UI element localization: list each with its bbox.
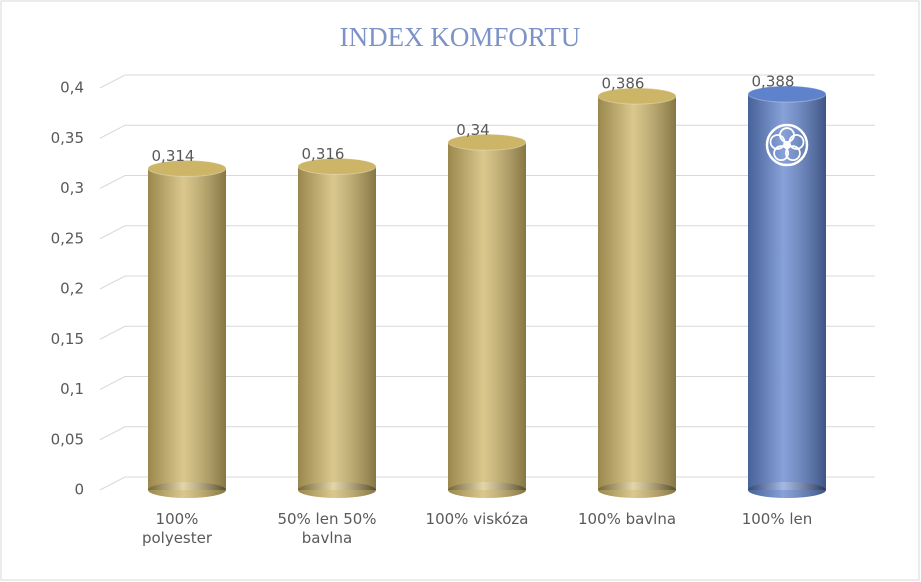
data-label: 0,386 [602, 75, 645, 93]
data-label: 0,34 [456, 121, 489, 139]
bar [147, 159, 227, 498]
bar-part [598, 96, 676, 490]
bar-part [298, 166, 376, 491]
chart-title: INDEX KOMFORTU [340, 22, 581, 52]
bar-part [147, 159, 227, 177]
y-tick-label: 0,35 [51, 129, 84, 147]
bar [297, 157, 377, 498]
bar-part [748, 94, 826, 490]
y-tick-label: 0,3 [60, 179, 84, 197]
x-tick-label: 100% len [741, 510, 813, 528]
bar [597, 87, 677, 498]
emblem-petal [788, 134, 805, 150]
emblem-petal [784, 145, 801, 162]
x-tick-label: 100% viskóza [425, 510, 529, 528]
y-tick-label: 0,1 [60, 380, 84, 398]
x-tick-label: 100% bavlna [577, 510, 677, 528]
y-tick-label: 0 [74, 481, 84, 499]
bar [747, 85, 827, 498]
y-tick-label: 0,05 [51, 430, 84, 448]
x-tick-label: 100% polyester [141, 510, 213, 547]
bar-part [448, 142, 526, 491]
bar-part [447, 133, 527, 151]
data-label: 0,314 [152, 147, 195, 165]
emblem [765, 123, 809, 167]
emblem-center [784, 142, 790, 149]
bar-part [597, 87, 677, 105]
y-tick-label: 0,2 [60, 280, 84, 298]
y-tick-label: 0,4 [60, 79, 84, 97]
bar [447, 133, 527, 498]
data-label: 0,316 [302, 145, 345, 163]
grid-line [99, 74, 875, 89]
bar-part [148, 168, 226, 490]
x-tick-label: 50% len 50% bavlna [277, 510, 377, 547]
emblem-petal [769, 134, 786, 150]
bar-part [747, 85, 827, 103]
bar-part [297, 157, 377, 175]
emblem-petal [773, 145, 790, 162]
y-tick-label: 0,25 [51, 229, 84, 247]
data-label: 0,388 [752, 73, 795, 91]
y-tick-label: 0,15 [51, 330, 84, 348]
